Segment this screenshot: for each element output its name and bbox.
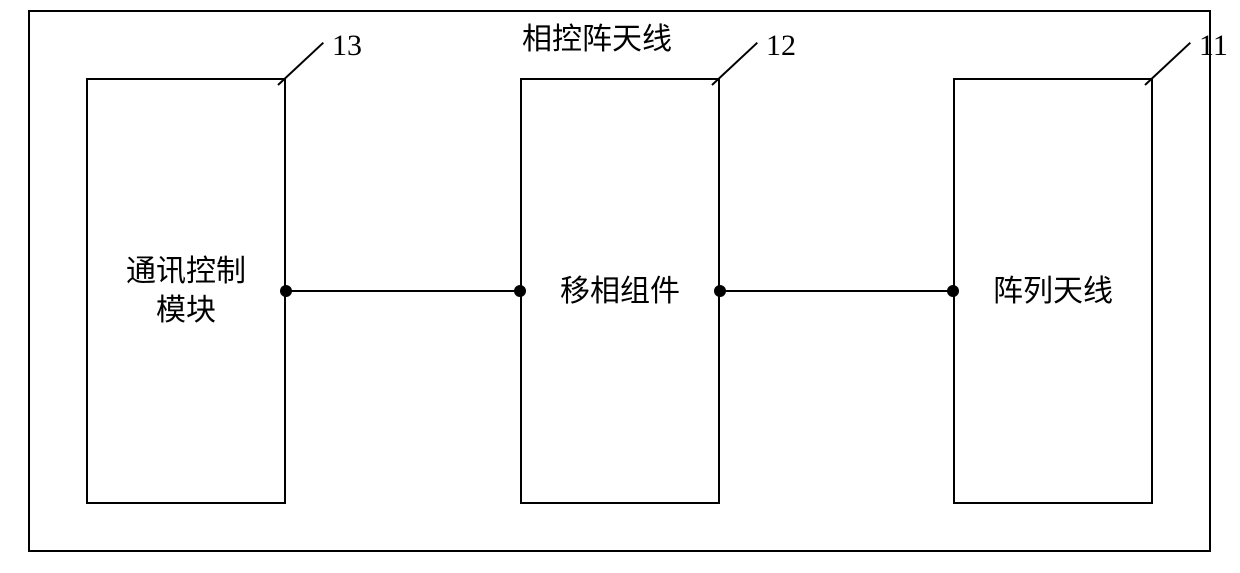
block-array-antenna-label: 阵列天线 xyxy=(993,272,1113,311)
callout-number-11: 11 xyxy=(1199,29,1228,63)
callout-number-13: 13 xyxy=(332,29,362,63)
node-dot-3 xyxy=(714,285,726,297)
block-phase-shift: 移相组件 xyxy=(520,78,720,504)
connector-1 xyxy=(286,290,520,292)
block-comm-control-label: 通讯控制 模块 xyxy=(126,252,246,330)
node-dot-4 xyxy=(947,285,959,297)
node-dot-1 xyxy=(280,285,292,297)
connector-2 xyxy=(720,290,953,292)
node-dot-2 xyxy=(514,285,526,297)
block-phase-shift-label: 移相组件 xyxy=(560,272,680,311)
callout-number-12: 12 xyxy=(766,29,796,63)
diagram-title: 相控阵天线 xyxy=(522,14,672,58)
block-array-antenna: 阵列天线 xyxy=(953,78,1153,504)
block-comm-control: 通讯控制 模块 xyxy=(86,78,286,504)
